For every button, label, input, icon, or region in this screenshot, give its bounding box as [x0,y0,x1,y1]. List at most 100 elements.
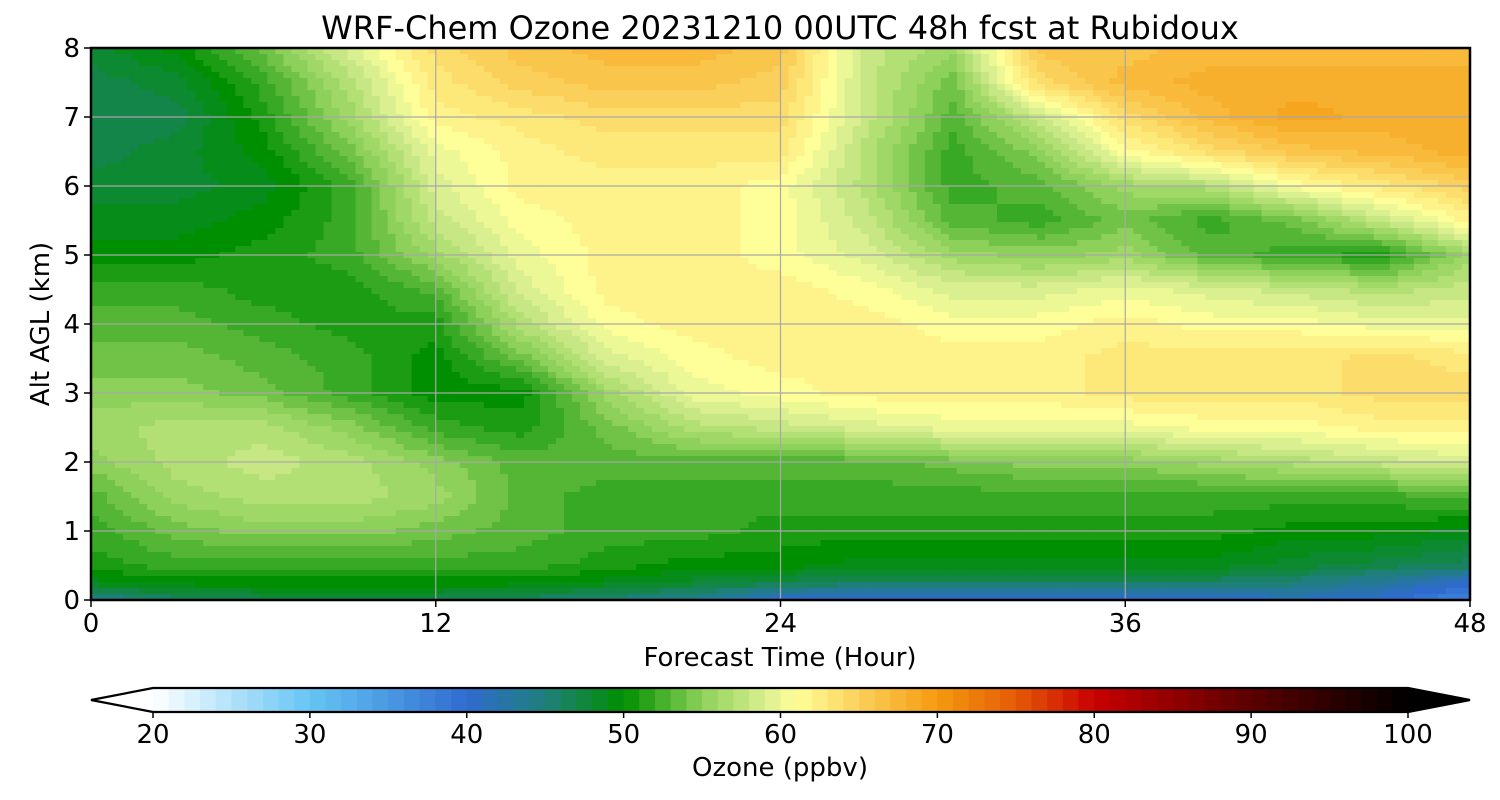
heatmap-cell [227,132,236,139]
heatmap-cell [371,60,381,67]
heatmap-cell [507,78,517,85]
heatmap-cell [1109,132,1118,139]
heatmap-cell [972,66,982,73]
heatmap-cell [395,120,405,127]
heatmap-cell [259,150,268,157]
heatmap-cell [547,102,557,109]
heatmap-cell [900,192,910,199]
heatmap-cell [804,162,814,169]
heatmap-cell [435,78,445,85]
heatmap-cell [1109,120,1118,127]
heatmap-cell [820,132,830,139]
heatmap-cell [740,162,750,169]
heatmap-cell [1445,216,1455,223]
heatmap-cell [988,102,998,109]
heatmap-cell [539,102,549,109]
heatmap-cell [996,60,1006,67]
heatmap-cell [1381,216,1391,223]
heatmap-cell [804,72,814,79]
heatmap-cell [788,204,798,211]
heatmap-cell [604,162,613,169]
heatmap-cell [123,54,132,61]
heatmap-cell [1461,150,1471,157]
heatmap-cell [1117,156,1126,163]
heatmap-cell [1285,132,1295,139]
heatmap-cell [1365,54,1375,61]
heatmap-cell [539,198,549,205]
heatmap-cell [772,72,782,79]
heatmap-cell [700,150,709,157]
heatmap-cell [572,168,581,175]
heatmap-cell [507,168,517,175]
heatmap-cell [620,132,629,139]
heatmap-cell [1349,48,1359,55]
heatmap-cell [1149,72,1158,79]
heatmap-cell [507,66,517,73]
heatmap-cell [243,78,252,85]
heatmap-cell [483,192,493,199]
heatmap-cell [1061,192,1070,199]
heatmap-cell [1109,180,1118,187]
heatmap-cell [531,204,541,211]
heatmap-cell [331,78,341,85]
heatmap-cell [924,186,934,193]
heatmap-cell [972,204,982,211]
heatmap-cell [1261,72,1271,79]
heatmap-cell [1013,192,1022,199]
heatmap-cell [1077,54,1086,61]
heatmap-cell [668,120,677,127]
heatmap-cell [1293,192,1303,199]
heatmap-cell [419,132,429,139]
heatmap-cell [403,126,413,133]
heatmap-cell [1445,72,1455,79]
heatmap-cell [676,174,685,181]
heatmap-cell [1029,198,1038,205]
heatmap-cell [179,126,188,133]
heatmap-cell [1397,150,1407,157]
heatmap-cell [1013,204,1022,211]
heatmap-cell [788,132,798,139]
heatmap-cell [1165,66,1174,73]
heatmap-cell [772,78,782,85]
heatmap-cell [1037,150,1046,157]
heatmap-cell [1125,66,1134,73]
heatmap-cell [1293,108,1303,115]
heatmap-cell [475,72,485,79]
heatmap-cell [1173,108,1182,115]
heatmap-cell [171,96,180,103]
heatmap-cell [884,54,894,61]
heatmap-cell [1109,150,1118,157]
heatmap-cell [403,90,413,97]
heatmap-cell [1157,168,1166,175]
heatmap-cell [1045,78,1054,85]
heatmap-cell [363,198,373,205]
heatmap-cell [876,156,886,163]
heatmap-cell [684,210,693,217]
heatmap-cell [1269,132,1279,139]
heatmap-cell [131,54,140,61]
heatmap-cell [1181,90,1190,97]
heatmap-cell [1189,186,1199,193]
heatmap-cell [852,120,862,127]
heatmap-cell [1349,186,1359,193]
heatmap-cell [387,174,397,181]
heatmap-cell [259,72,268,79]
heatmap-cell [804,198,814,205]
heatmap-cell [315,210,325,217]
heatmap-cell [435,198,445,205]
heatmap-cell [307,108,317,115]
heatmap-cell [604,102,613,109]
heatmap-cell [235,96,244,103]
heatmap-cell [692,138,701,145]
heatmap-cell [1397,174,1407,181]
heatmap-cell [1413,96,1423,103]
heatmap-cell [1277,54,1287,61]
heatmap-cell [1461,210,1471,217]
heatmap-cell [780,78,790,85]
heatmap-cell [411,168,421,175]
heatmap-cell [876,150,886,157]
heatmap-cell [155,78,164,85]
heatmap-cell [147,108,156,115]
heatmap-cell [1357,96,1367,103]
heatmap-cell [660,66,669,73]
